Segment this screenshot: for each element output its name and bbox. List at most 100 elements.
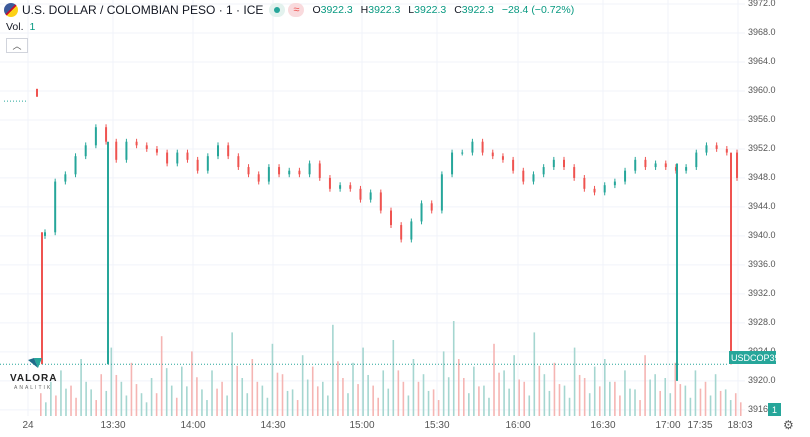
candle — [593, 188, 596, 193]
volume-bar — [211, 370, 213, 416]
candle — [237, 156, 240, 168]
candle — [36, 88, 38, 97]
volume-bar — [543, 374, 546, 416]
volume-bar — [523, 381, 526, 416]
volume-bar — [271, 343, 274, 416]
price-tick-label: 3940.0 — [748, 229, 776, 240]
volume-bar — [473, 366, 475, 416]
last-price-tag: USDCOP 3922.3 — [729, 351, 798, 364]
candle — [298, 170, 301, 175]
volume-bar — [110, 347, 113, 416]
volume-bar — [276, 372, 279, 416]
candle — [542, 167, 545, 175]
candle — [603, 185, 606, 193]
symbol-title[interactable]: U.S. DOLLAR / COLOMBIAN PESO · 1 · ICE — [22, 3, 264, 17]
volume-bar — [447, 377, 450, 416]
volume-bar — [105, 390, 108, 416]
volume-bar — [286, 390, 289, 416]
volume-bar — [593, 366, 596, 416]
candle — [115, 141, 118, 160]
candle — [664, 163, 667, 168]
volume-bar — [402, 381, 405, 416]
volume-bar — [342, 378, 344, 416]
volume-bar — [719, 390, 722, 416]
price-tick-label: 3956.0 — [748, 113, 776, 124]
volume-bar — [553, 362, 556, 416]
volume-bar — [729, 400, 732, 416]
volume-bar — [387, 388, 390, 416]
indicator-icon[interactable]: ≈ — [288, 3, 305, 17]
volume-bar — [311, 366, 314, 416]
valora-logo-icon — [28, 358, 42, 368]
volume-bar — [578, 374, 581, 416]
candle — [685, 167, 688, 171]
candle — [522, 170, 525, 182]
candle — [186, 152, 189, 160]
volume-bar — [598, 386, 601, 416]
candle — [634, 159, 637, 171]
volume-bar — [709, 395, 712, 416]
volume-bar — [432, 389, 435, 416]
volume-bar — [382, 370, 385, 416]
volume-bar — [649, 379, 651, 416]
volume-bar — [120, 381, 123, 416]
price-tick-label: 3952.0 — [748, 142, 776, 153]
volume-bar — [337, 361, 339, 416]
candle — [563, 159, 565, 168]
chevron-up-icon[interactable]: ︿ — [6, 38, 28, 53]
candle — [573, 167, 576, 178]
candle — [155, 148, 158, 153]
candle — [267, 167, 270, 182]
time-tick-label: 17:35 — [687, 420, 713, 431]
volume-bar — [639, 400, 641, 416]
volume-bar — [483, 385, 485, 416]
volume-bar — [493, 343, 495, 416]
candle — [359, 188, 362, 200]
volume-bar — [45, 402, 47, 416]
candle — [705, 145, 708, 153]
time-tick-label: 16:30 — [590, 420, 616, 431]
volume-bar — [478, 386, 480, 416]
time-tick-label: 14:00 — [180, 420, 206, 431]
volume-bar — [392, 340, 395, 416]
volume-bar — [624, 370, 626, 416]
candle — [74, 156, 77, 175]
volume-bar — [442, 351, 445, 416]
volume-bar — [80, 359, 82, 416]
volume-bar — [55, 395, 57, 416]
volume-bar — [296, 400, 299, 416]
price-tick-label: 3932.0 — [748, 287, 776, 298]
volume-bar — [664, 378, 667, 416]
candle — [125, 141, 128, 160]
candles — [44, 124, 738, 243]
volume-bar — [669, 393, 672, 416]
volume-bar — [155, 393, 158, 416]
candle — [257, 174, 260, 182]
volume-bar — [75, 397, 77, 416]
volume-bar — [322, 381, 324, 416]
candle — [328, 177, 331, 189]
volume-bar — [739, 402, 742, 416]
price-tick-label: 3972.0 — [748, 0, 776, 8]
price-tick-label: 3920.0 — [748, 374, 776, 385]
candle — [135, 141, 138, 146]
volume-bar — [714, 374, 717, 416]
price-tick-label: 3924.0 — [748, 346, 776, 356]
volume-label: Vol. — [6, 21, 24, 33]
volume-bar — [115, 374, 118, 416]
ohlc-readout: O3922.3 H3922.3 L3922.3 C3922.3 −28.4 (−… — [312, 4, 575, 16]
volume-bar — [201, 389, 203, 416]
candle — [247, 167, 250, 175]
candle — [369, 192, 372, 200]
candle — [471, 141, 474, 153]
volume-bar — [734, 393, 737, 416]
gear-icon[interactable]: ⚙ — [783, 418, 794, 432]
volume-bar — [236, 365, 238, 416]
candle — [308, 163, 311, 175]
market-status-icon[interactable] — [269, 3, 286, 17]
volume-bar — [417, 381, 420, 416]
volume-bar — [85, 381, 87, 416]
candle — [461, 152, 464, 154]
volume-bar — [241, 378, 244, 416]
